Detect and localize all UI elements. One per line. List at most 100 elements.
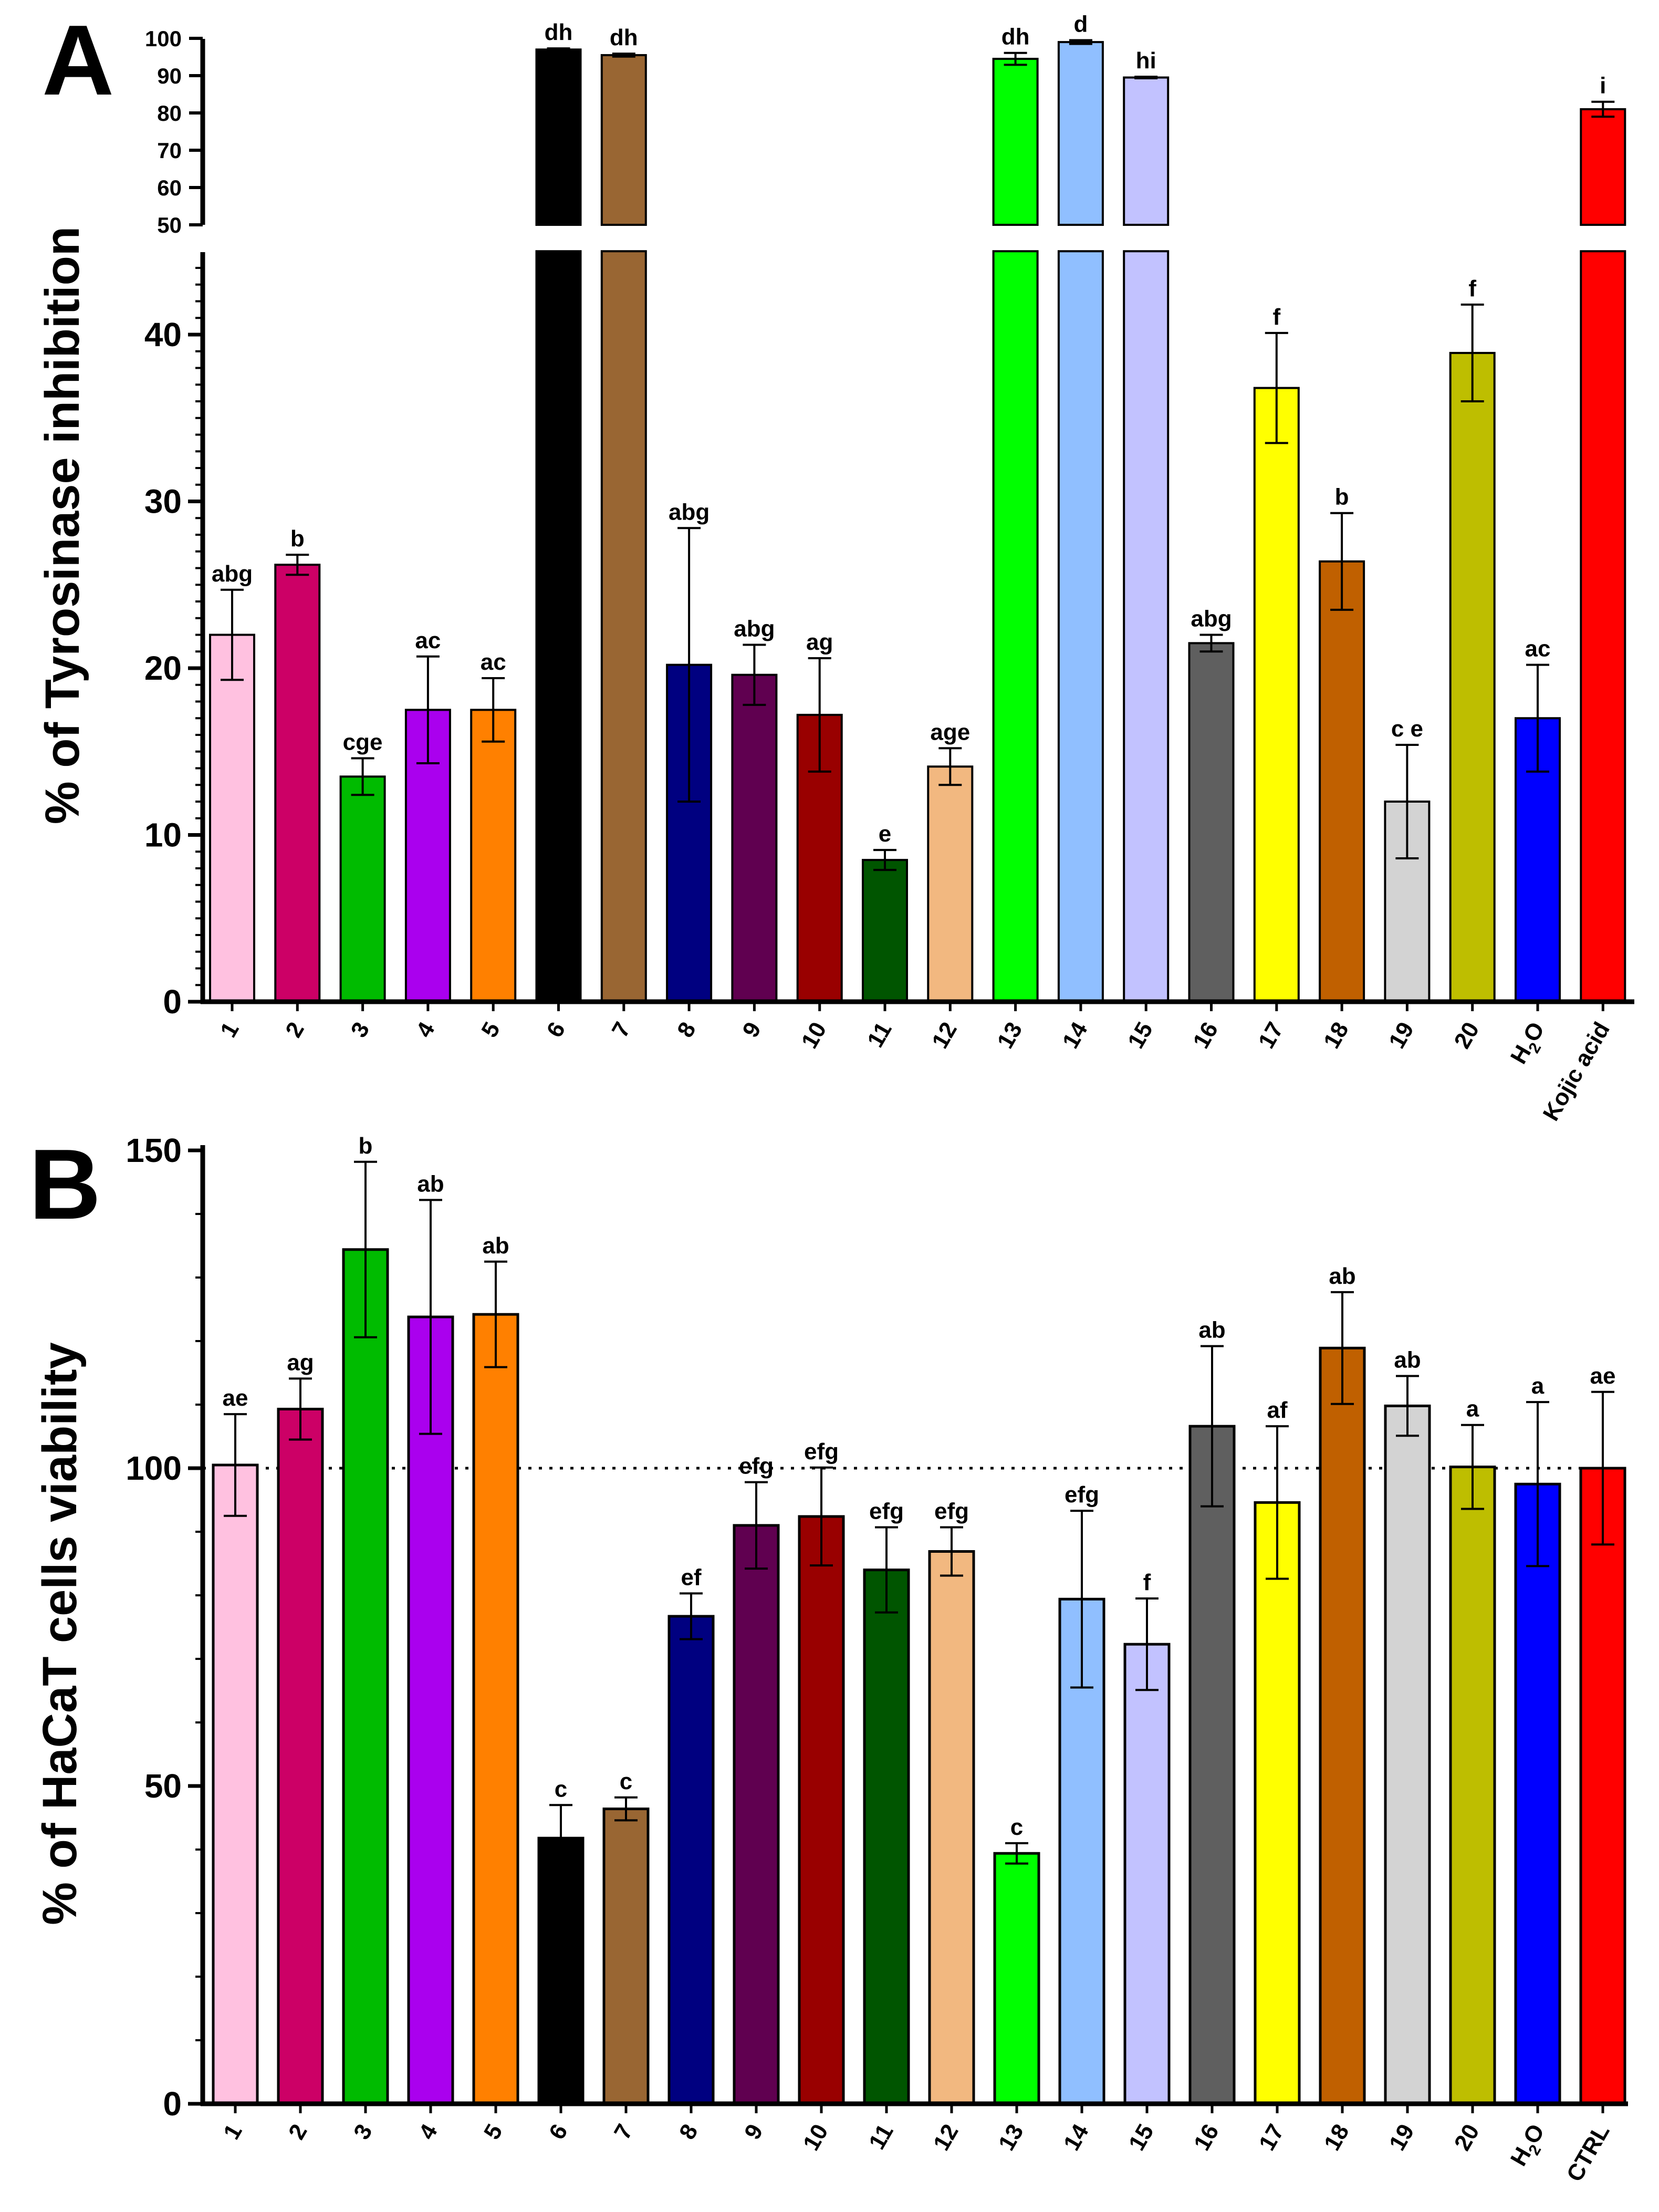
significance-label: abg: [1191, 606, 1232, 632]
significance-label: f: [1143, 1570, 1151, 1595]
x-tick-label: 2: [284, 2120, 312, 2144]
significance-label: efg: [934, 1499, 969, 1524]
bar: [862, 859, 908, 1003]
significance-label: f: [1468, 276, 1476, 302]
bar: [212, 1463, 259, 2105]
x-tick-label: 17: [1254, 2120, 1289, 2155]
bar: [602, 1808, 650, 2105]
bar: [1188, 1425, 1236, 2105]
y-tick-label: 20: [144, 649, 182, 687]
x-tick-label: 1: [215, 1018, 244, 1042]
bar: [472, 1313, 519, 2105]
x-tick-label: 13: [992, 1018, 1027, 1053]
x-tick-label: 16: [1189, 2120, 1224, 2155]
panel-a-tyrosinase-chart: A % of Tyrosinase inhibition abg 1 b 2 cge 3 ac 4…: [36, 5, 1634, 1125]
x-tick-label: 10: [798, 2120, 833, 2155]
y-tick-label: 30: [144, 483, 182, 521]
bar: [928, 1550, 975, 2105]
significance-label: abg: [669, 499, 709, 525]
significance-label: dh: [1001, 24, 1030, 50]
x-tick-label: 4: [411, 1017, 440, 1042]
x-tick-label: 19: [1384, 1018, 1419, 1053]
x-tick-label: 7: [607, 1018, 636, 1042]
bar-lower-segment: [1580, 250, 1626, 1003]
y-tick-label: 40: [144, 316, 182, 354]
x-tick-label: 9: [737, 1018, 766, 1042]
x-tick-label: 11: [864, 2120, 899, 2154]
significance-label: c: [620, 1769, 632, 1794]
bar-lower-segment: [1123, 250, 1170, 1003]
bar: [209, 634, 255, 1003]
x-tick-label: 17: [1254, 1018, 1289, 1053]
significance-label: efg: [1065, 1482, 1099, 1508]
bar: [1123, 1643, 1171, 2105]
bar: [1253, 387, 1300, 1003]
x-tick-label: 20: [1449, 2120, 1485, 2155]
x-tick-label: CTRL: [1562, 2120, 1615, 2186]
x-tick-label: H2O: [1506, 2120, 1554, 2173]
significance-label: b: [290, 526, 305, 552]
significance-label: ag: [287, 1349, 314, 1375]
bar: [1449, 351, 1496, 1003]
y-tick-label: 80: [157, 101, 182, 126]
significance-label: hi: [1136, 48, 1156, 74]
bar: [798, 1515, 845, 2105]
significance-label: ab: [482, 1233, 509, 1259]
bar-lower-segment: [535, 250, 582, 1003]
significance-label: ae: [1590, 1363, 1616, 1389]
y-tick-label: 10: [144, 816, 182, 854]
significance-label: dh: [610, 25, 638, 50]
significance-label: i: [1600, 73, 1606, 99]
significance-label: f: [1272, 304, 1280, 330]
x-tick-label: 18: [1319, 2120, 1354, 2155]
bar: [733, 1524, 780, 2105]
y-tick-label: 100: [145, 26, 182, 51]
significance-label: b: [1335, 484, 1349, 510]
significance-label: a: [1531, 1373, 1545, 1399]
bar: [600, 54, 647, 226]
significance-label: efg: [739, 1453, 774, 1479]
significance-label: dh: [545, 19, 573, 45]
y-tick-label: 100: [126, 1449, 182, 1487]
bar: [1384, 1404, 1431, 2105]
bar: [992, 58, 1039, 226]
bar: [407, 1315, 454, 2105]
bar: [537, 1836, 585, 2105]
x-tick-label: 4: [414, 2120, 443, 2144]
x-tick-label-part: O: [1518, 1018, 1550, 1046]
y-tick-label: 70: [157, 138, 182, 163]
y-tick-label: 0: [163, 2085, 182, 2123]
x-tick-label: 20: [1449, 1018, 1484, 1053]
significance-label: ac: [415, 628, 441, 653]
x-tick-label: 6: [541, 1018, 570, 1042]
significance-label: ae: [223, 1385, 248, 1411]
x-tick-label: 10: [796, 1018, 831, 1053]
x-tick-label: 14: [1058, 1017, 1093, 1053]
x-tick-label: 9: [739, 2120, 768, 2144]
significance-label: a: [1466, 1396, 1479, 1422]
significance-label: efg: [804, 1439, 839, 1465]
x-tick-label: 3: [349, 2120, 378, 2144]
bar: [535, 48, 582, 226]
x-tick-label: 13: [994, 2120, 1029, 2155]
significance-label: c: [555, 1776, 567, 1802]
bar-lower-segment: [1057, 250, 1104, 1003]
bar-lower-segment: [992, 250, 1039, 1003]
bar: [470, 709, 517, 1003]
x-tick-label: 16: [1188, 1018, 1223, 1053]
bar: [1580, 108, 1626, 226]
bar: [277, 1407, 324, 2105]
significance-label: c: [1010, 1814, 1023, 1840]
y-axis-label: % of HaCaT cells viability: [33, 1342, 87, 1925]
x-tick-label: 15: [1123, 1018, 1158, 1053]
x-tick-label: 5: [476, 1018, 505, 1042]
significance-label: abg: [212, 561, 253, 587]
x-tick-label: 11: [862, 1018, 897, 1052]
significance-label: ef: [681, 1564, 701, 1590]
bar: [1514, 1482, 1561, 2105]
bar: [993, 1852, 1040, 2105]
x-tick-label: 18: [1319, 1018, 1354, 1053]
significance-label: ab: [1394, 1347, 1421, 1373]
bar: [1579, 1467, 1626, 2105]
